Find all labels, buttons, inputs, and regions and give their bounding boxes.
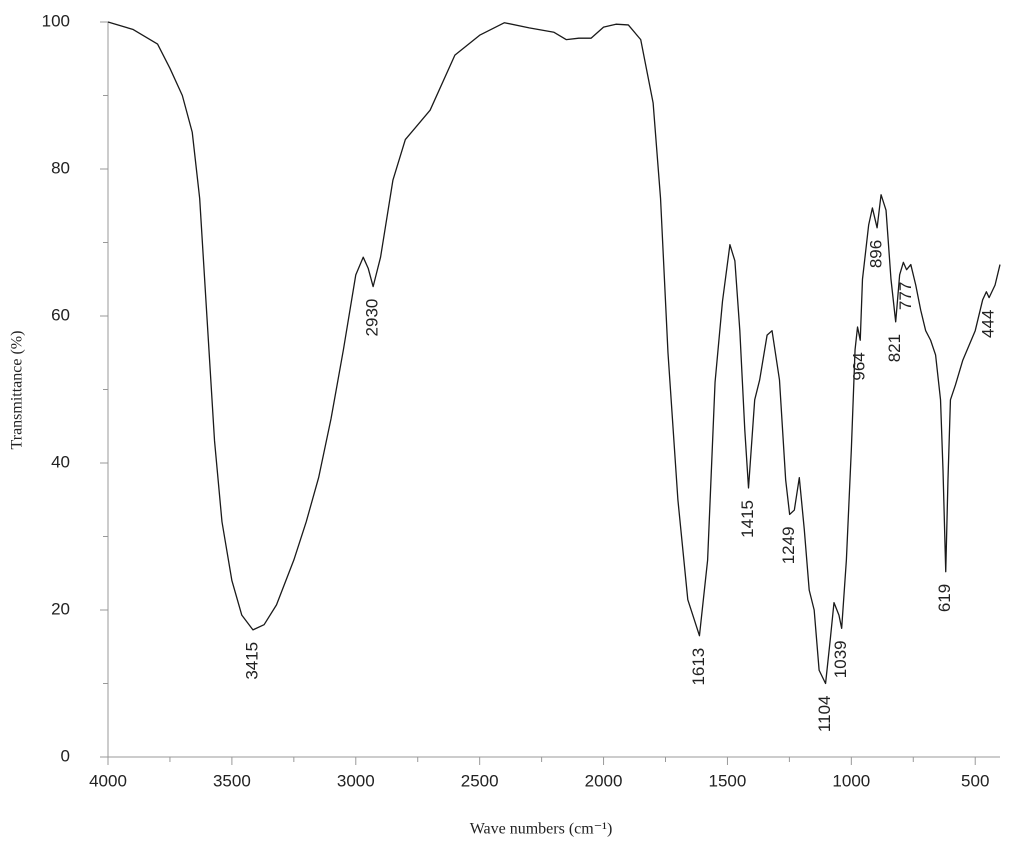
x-tick-label: 500 bbox=[961, 771, 989, 790]
x-tick-label: 3000 bbox=[337, 771, 375, 790]
peak-label: 777 bbox=[896, 282, 915, 310]
peak-label: 896 bbox=[867, 240, 886, 268]
peak-label: 964 bbox=[850, 352, 869, 380]
peak-label: 1415 bbox=[738, 500, 757, 538]
x-tick-label: 4000 bbox=[89, 771, 127, 790]
peak-label: 444 bbox=[979, 310, 998, 338]
peak-label: 1249 bbox=[779, 526, 798, 564]
peak-label: 1613 bbox=[689, 648, 708, 686]
x-tick-label: 1000 bbox=[832, 771, 870, 790]
y-tick-label: 60 bbox=[51, 305, 70, 324]
peak-label: 1039 bbox=[831, 640, 850, 678]
y-axis-title: Transmittance (%) bbox=[9, 331, 26, 450]
peak-label: 1104 bbox=[815, 696, 834, 733]
x-tick-label: 2000 bbox=[585, 771, 623, 790]
y-tick-label: 0 bbox=[61, 746, 70, 765]
x-tick-label: 2500 bbox=[461, 771, 499, 790]
peak-label: 619 bbox=[935, 584, 954, 612]
y-tick-label: 80 bbox=[51, 158, 70, 177]
peak-label: 3415 bbox=[242, 642, 261, 680]
y-tick-label: 40 bbox=[51, 452, 70, 471]
peak-label: 2930 bbox=[363, 299, 382, 337]
spectrum-line bbox=[107, 21, 1001, 685]
x-axis-title: Wave numbers (cm⁻¹) bbox=[470, 821, 613, 838]
peak-label: 821 bbox=[885, 334, 904, 362]
x-tick-label: 1500 bbox=[709, 771, 747, 790]
y-tick-label: 100 bbox=[42, 11, 70, 30]
x-tick-label: 3500 bbox=[213, 771, 251, 790]
y-tick-label: 20 bbox=[51, 599, 70, 618]
